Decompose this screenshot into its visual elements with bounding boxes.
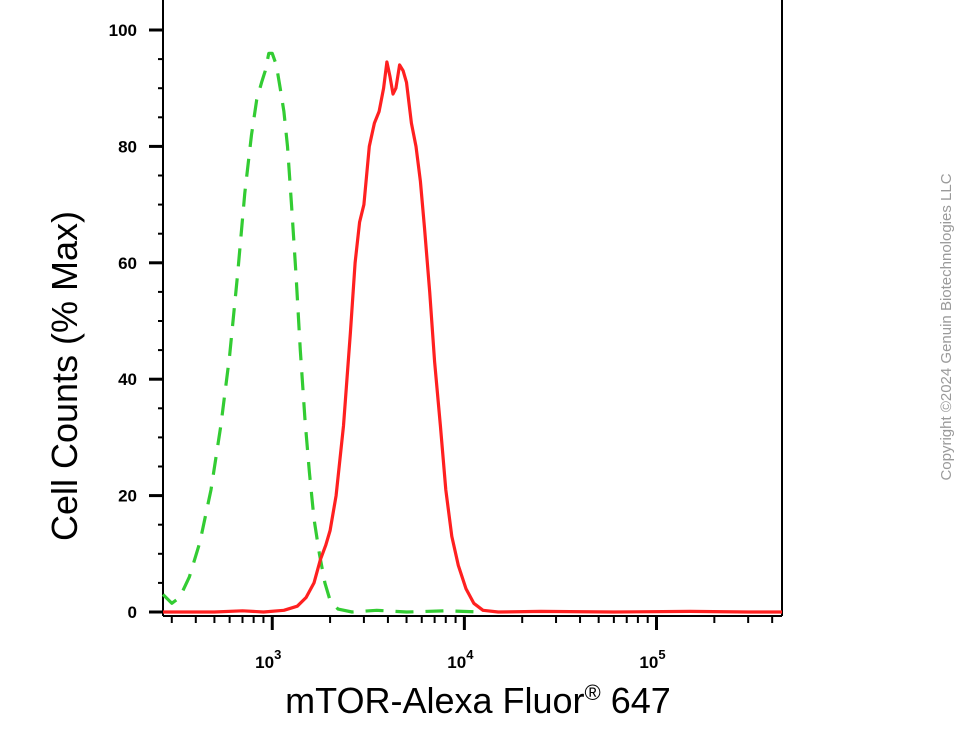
plot-frame-group bbox=[162, 0, 783, 617]
series-line-2 bbox=[163, 60, 782, 614]
y-tick-label-0: 0 bbox=[128, 603, 137, 622]
x-tick-label-10000: 104 bbox=[447, 647, 474, 672]
y-axis-minor-ticks bbox=[158, 58, 163, 584]
y-tick-label-100: 100 bbox=[109, 21, 137, 40]
y-tick-label-80: 80 bbox=[118, 137, 137, 156]
x-axis-title-main: mTOR-Alexa Fluor bbox=[285, 680, 584, 721]
x-axis-title-tail: 647 bbox=[601, 680, 671, 721]
y-tick-label-60: 60 bbox=[118, 254, 137, 273]
y-tick-label-40: 40 bbox=[118, 370, 137, 389]
x-tick-label-1000: 103 bbox=[255, 647, 281, 672]
x-axis-title: mTOR-Alexa Fluor® 647 bbox=[285, 680, 671, 721]
x-tick-label-100000: 105 bbox=[639, 647, 665, 672]
x-axis-ticks: 103 104 105 bbox=[170, 616, 774, 672]
y-axis-ticks: 0 20 40 60 80 100 bbox=[109, 21, 163, 622]
series-line-1 bbox=[161, 51, 480, 614]
series-layer bbox=[161, 51, 782, 614]
y-tick-label-20: 20 bbox=[118, 487, 137, 506]
x-axis-title-superscript: ® bbox=[585, 680, 601, 705]
copyright-watermark: Copyright ©2024 Genuin Biotechnologies L… bbox=[938, 173, 955, 480]
y-axis-title: Cell Counts (% Max) bbox=[44, 211, 85, 541]
